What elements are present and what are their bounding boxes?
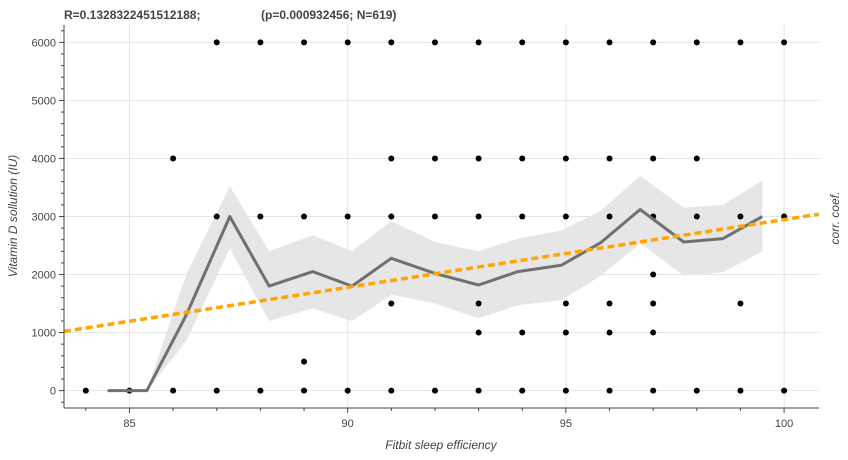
data-point bbox=[475, 155, 482, 162]
data-point bbox=[213, 213, 220, 220]
data-point bbox=[388, 300, 395, 307]
data-point bbox=[475, 329, 482, 336]
data-point bbox=[562, 300, 569, 307]
data-point bbox=[650, 271, 657, 278]
data-point bbox=[562, 39, 569, 46]
y-tick-label: 1000 bbox=[32, 328, 56, 340]
y-tick-label: 6000 bbox=[32, 37, 56, 49]
right-axis-label: corr. coef. bbox=[828, 192, 842, 245]
data-point bbox=[82, 387, 89, 394]
data-point bbox=[475, 387, 482, 394]
data-point bbox=[301, 213, 308, 220]
data-point bbox=[170, 155, 177, 162]
data-point bbox=[562, 387, 569, 394]
data-point bbox=[737, 213, 744, 220]
data-point bbox=[475, 213, 482, 220]
data-point bbox=[650, 155, 657, 162]
data-point bbox=[431, 155, 438, 162]
data-point bbox=[213, 39, 220, 46]
y-tick-label: 2000 bbox=[32, 270, 56, 282]
data-point bbox=[737, 387, 744, 394]
data-point bbox=[519, 39, 526, 46]
data-point bbox=[693, 213, 700, 220]
data-point bbox=[519, 387, 526, 394]
data-point bbox=[781, 387, 788, 394]
data-point bbox=[781, 39, 788, 46]
data-point bbox=[650, 300, 657, 307]
data-point bbox=[301, 39, 308, 46]
y-tick-label: 3000 bbox=[32, 212, 56, 224]
data-point bbox=[431, 39, 438, 46]
chart-title-stats: (p=0.000932456; N=619) bbox=[261, 8, 396, 22]
data-point bbox=[301, 358, 308, 365]
data-point bbox=[606, 213, 613, 220]
confidence-band bbox=[146, 175, 763, 391]
data-point bbox=[650, 329, 657, 336]
data-point bbox=[562, 155, 569, 162]
data-point bbox=[650, 387, 657, 394]
data-point bbox=[344, 387, 351, 394]
data-points bbox=[82, 39, 788, 394]
x-tick-label: 95 bbox=[560, 418, 572, 430]
x-tick-label: 100 bbox=[775, 418, 793, 430]
data-point bbox=[562, 213, 569, 220]
axes: 0 1000 2000 3000 4000 5000 6000 85 90 95 100 bbox=[32, 25, 819, 430]
data-point bbox=[475, 300, 482, 307]
data-point bbox=[344, 39, 351, 46]
data-point bbox=[693, 39, 700, 46]
y-axis-label: Vitamin D sollution (IU) bbox=[6, 155, 20, 277]
data-point bbox=[170, 387, 177, 394]
data-point bbox=[606, 387, 613, 394]
data-point bbox=[693, 155, 700, 162]
data-point bbox=[388, 387, 395, 394]
data-point bbox=[693, 387, 700, 394]
x-tick-label: 90 bbox=[342, 418, 354, 430]
data-point bbox=[388, 39, 395, 46]
data-point bbox=[519, 329, 526, 336]
data-point bbox=[431, 213, 438, 220]
data-point bbox=[388, 155, 395, 162]
data-point bbox=[737, 300, 744, 307]
y-tick-label: 0 bbox=[50, 386, 56, 398]
chart-title-r: R=0.1328322451512188; bbox=[64, 8, 200, 22]
data-point bbox=[650, 39, 657, 46]
data-point bbox=[431, 387, 438, 394]
x-axis-label: Fitbit sleep efficiency bbox=[385, 438, 497, 452]
x-tick-label: 85 bbox=[123, 418, 135, 430]
data-point bbox=[606, 329, 613, 336]
data-point bbox=[301, 387, 308, 394]
data-point bbox=[519, 155, 526, 162]
data-point bbox=[388, 213, 395, 220]
data-point bbox=[562, 329, 569, 336]
data-point bbox=[519, 213, 526, 220]
data-point bbox=[344, 213, 351, 220]
data-point bbox=[606, 155, 613, 162]
data-point bbox=[257, 39, 264, 46]
data-point bbox=[737, 39, 744, 46]
data-point bbox=[213, 387, 220, 394]
y-tick-label: 4000 bbox=[32, 153, 56, 165]
regression-line bbox=[63, 212, 820, 334]
data-point bbox=[475, 39, 482, 46]
data-point bbox=[257, 213, 264, 220]
y-tick-label: 5000 bbox=[32, 95, 56, 107]
mean-line bbox=[107, 208, 764, 393]
data-point bbox=[257, 387, 264, 394]
data-point bbox=[606, 39, 613, 46]
data-point bbox=[606, 300, 613, 307]
